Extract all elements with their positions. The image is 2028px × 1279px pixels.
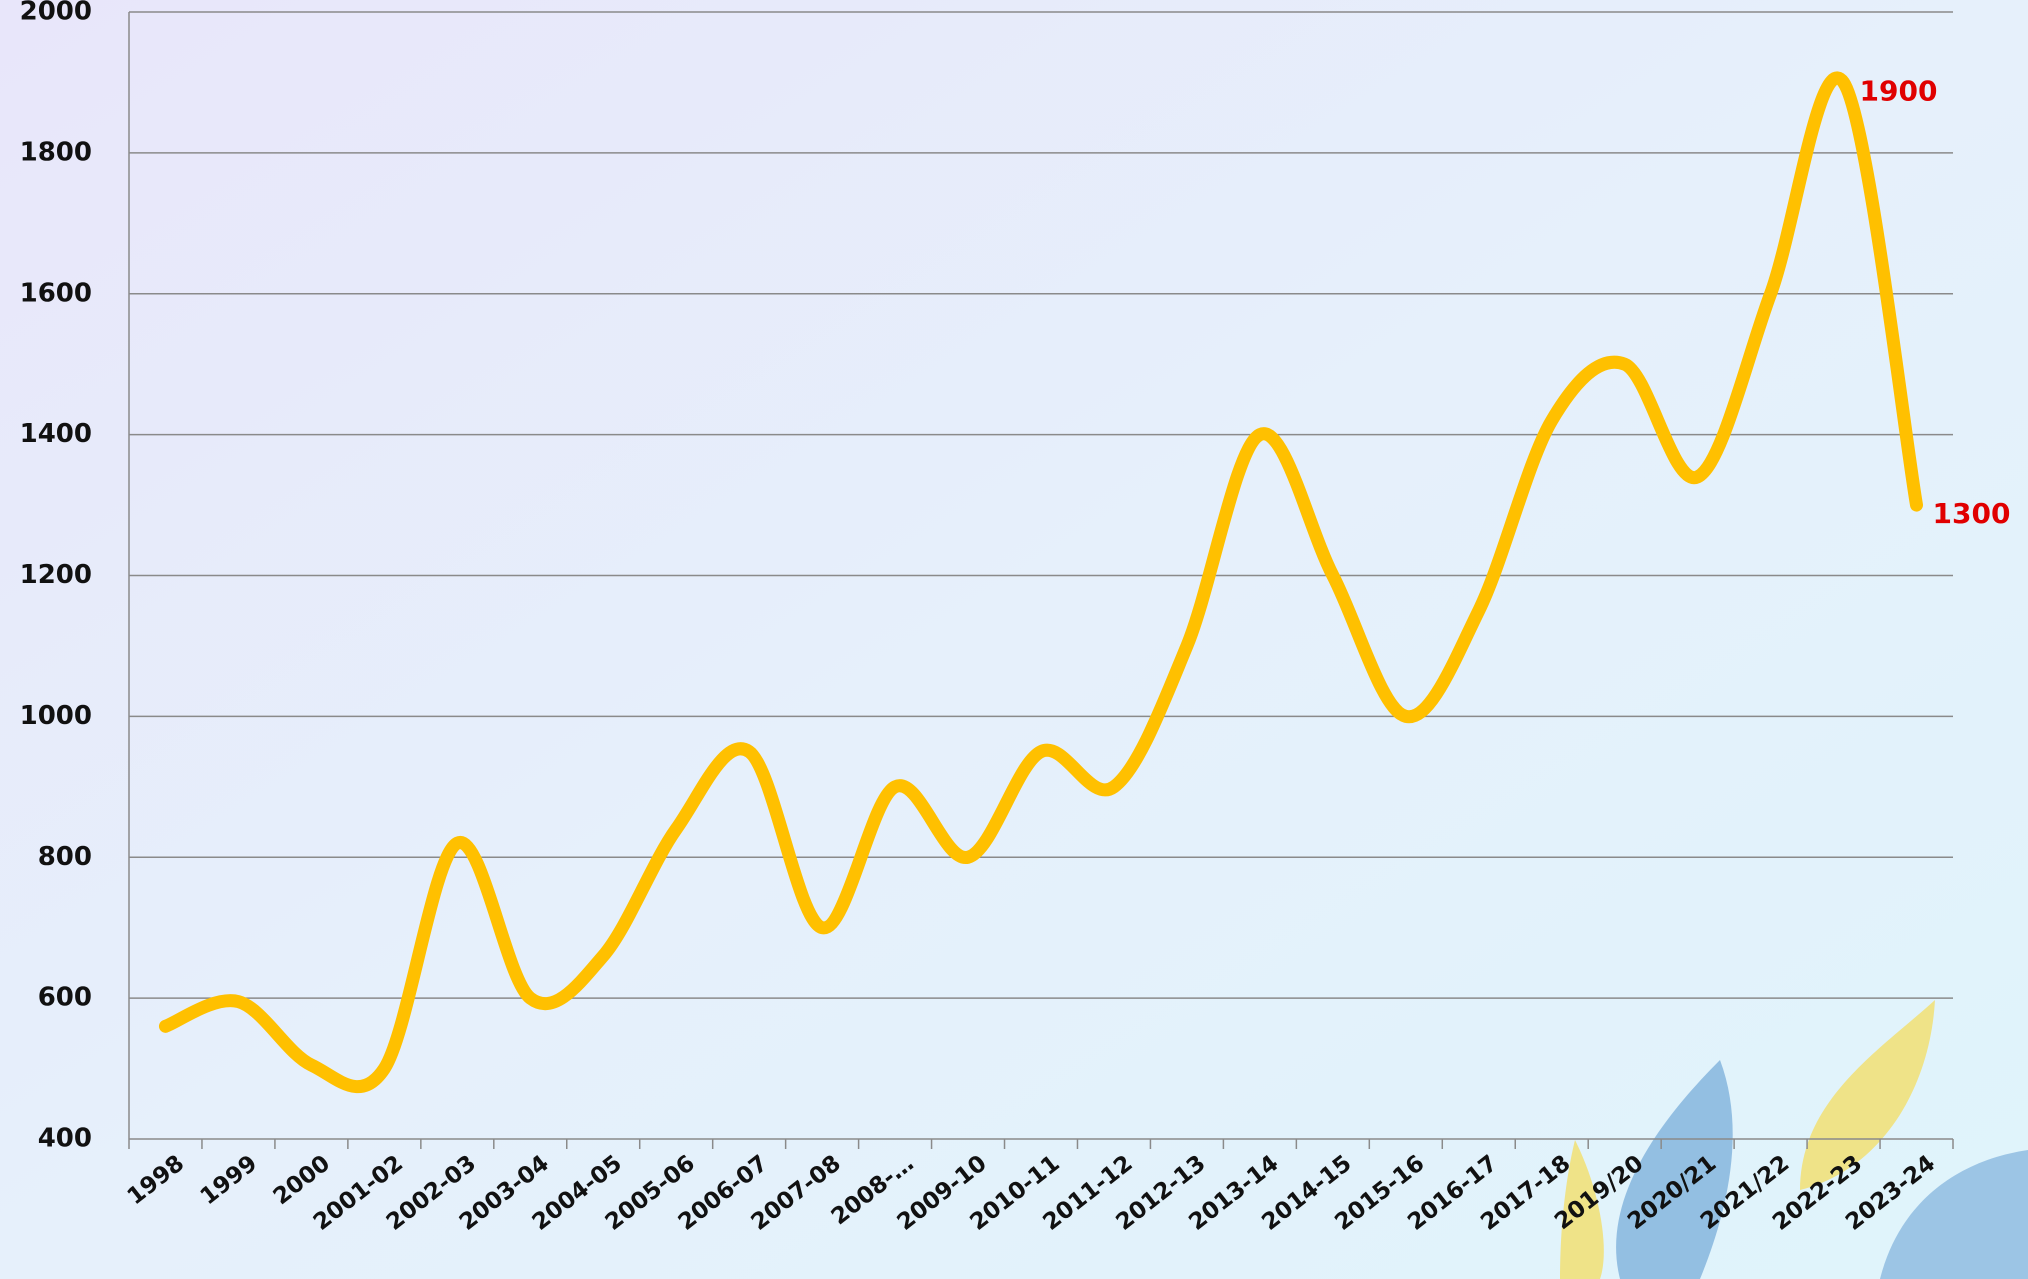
y-tick-label: 1000 xyxy=(20,701,92,731)
decor-petal xyxy=(1560,1140,1604,1279)
decor-petal xyxy=(1800,1000,1935,1190)
y-tick-label: 600 xyxy=(38,983,92,1013)
decor-petal xyxy=(1616,1060,1733,1279)
data-label: 1300 xyxy=(1933,497,2011,530)
y-tick-label: 1600 xyxy=(20,278,92,308)
line xyxy=(158,71,1924,1094)
y-tick-label: 1800 xyxy=(20,137,92,167)
y-tick-label: 1200 xyxy=(20,560,92,590)
y-tick-label: 800 xyxy=(38,842,92,872)
decor-petal xyxy=(1880,1150,2028,1279)
y-tick-label: 400 xyxy=(38,1124,92,1154)
y-tick-label: 2000 xyxy=(20,0,92,27)
data-label: 1900 xyxy=(1860,74,1938,107)
y-tick-label: 1400 xyxy=(20,419,92,449)
